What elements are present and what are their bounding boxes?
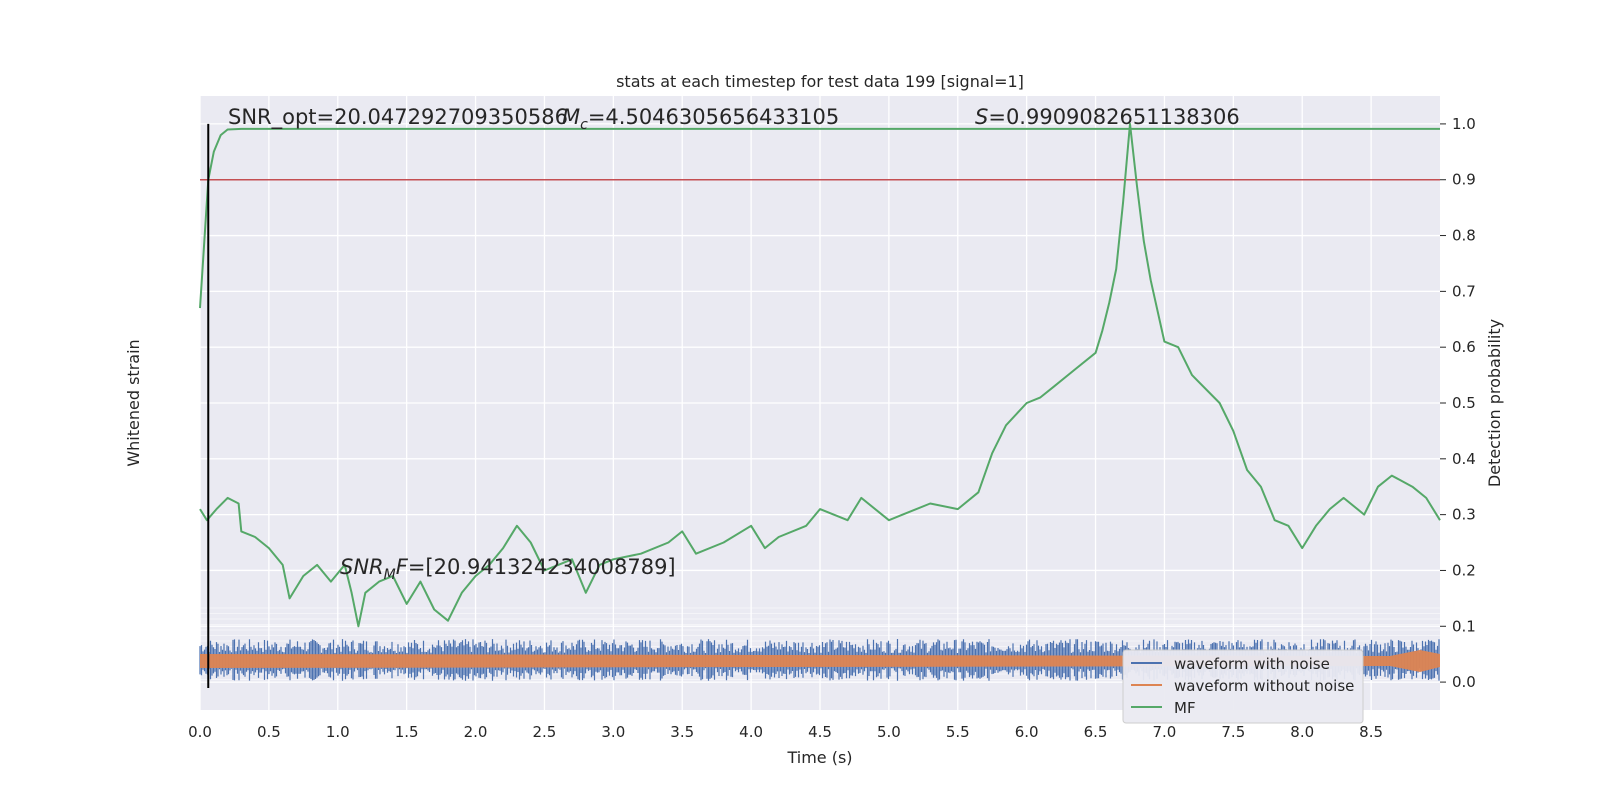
legend-label-mf: MF xyxy=(1174,699,1196,717)
x-tick-label: 6.5 xyxy=(1084,723,1108,741)
snr-mf-symbol: SNR xyxy=(340,555,384,579)
y-axis-left-label: Whitened strain xyxy=(124,339,143,466)
x-tick-label: 4.5 xyxy=(808,723,832,741)
snr-opt-annotation: SNR_opt=20.047292709350586 xyxy=(228,105,568,130)
y-tick-label: 0.3 xyxy=(1452,506,1476,524)
snr-mf-annotation: SNRMF=[20.941324234008789] xyxy=(340,555,676,583)
legend: waveform with noise waveform without noi… xyxy=(1122,649,1364,724)
x-tick-label: 5.0 xyxy=(877,723,901,741)
snr-mf-value: =[20.941324234008789] xyxy=(408,555,676,579)
x-tick-label: 2.5 xyxy=(533,723,557,741)
x-tick-label: 4.0 xyxy=(739,723,763,741)
y-tick-label: 0.4 xyxy=(1452,450,1476,468)
x-tick-label: 3.0 xyxy=(601,723,625,741)
y-tick-label: 0.8 xyxy=(1452,227,1476,245)
y-tick-label: 0.2 xyxy=(1452,561,1476,579)
x-tick-label: 1.0 xyxy=(326,723,350,741)
s-annotation: S=0.9909082651138306 xyxy=(975,105,1240,129)
x-tick-label: 8.5 xyxy=(1359,723,1383,741)
y-tick-label: 0.1 xyxy=(1452,617,1476,635)
y-tick-label: 0.5 xyxy=(1452,394,1476,412)
s-symbol: S xyxy=(975,105,988,129)
chart-title: stats at each timestep for test data 199… xyxy=(616,72,1024,91)
legend-label-noise: waveform with noise xyxy=(1174,655,1330,673)
snr-mf-subscript: M xyxy=(384,567,396,583)
waveform-without-noise xyxy=(200,650,1440,672)
x-tick-label: 2.0 xyxy=(464,723,488,741)
x-tick-label: 0.5 xyxy=(257,723,281,741)
snr-mf-F: F xyxy=(396,555,409,579)
y-tick-label: 1.0 xyxy=(1452,115,1476,133)
mc-symbol: M xyxy=(562,105,580,129)
mc-annotation: Mc=4.5046305656433105 xyxy=(562,105,839,133)
x-tick-label: 7.0 xyxy=(1153,723,1177,741)
y-tick-label: 0.7 xyxy=(1452,282,1476,300)
y-axis-right-label: Detection probability xyxy=(1485,319,1504,487)
y-tick-label: 0.0 xyxy=(1452,673,1476,691)
legend-label-clean: waveform without noise xyxy=(1174,677,1354,695)
x-ticks: 0.0 0.5 1.0 1.5 2.0 2.5 3.0 3.5 4.0 4.5 5.0 5.5 6.0 6… xyxy=(188,723,1383,741)
x-tick-label: 3.5 xyxy=(670,723,694,741)
x-tick-label: 5.5 xyxy=(946,723,970,741)
x-axis-label: Time (s) xyxy=(786,748,852,767)
x-tick-label: 6.0 xyxy=(1015,723,1039,741)
mc-subscript: c xyxy=(580,117,588,133)
mc-value: =4.5046305656433105 xyxy=(588,105,839,129)
y-tick-label: 0.6 xyxy=(1452,338,1476,356)
x-tick-label: 0.0 xyxy=(188,723,212,741)
x-tick-label: 8.0 xyxy=(1290,723,1314,741)
legend-box xyxy=(1122,649,1364,724)
x-tick-label: 1.5 xyxy=(395,723,419,741)
y-tick-label: 0.9 xyxy=(1452,171,1476,189)
series-line-mf-0 xyxy=(199,122,1441,628)
s-value: =0.9909082651138306 xyxy=(988,105,1239,129)
y-ticks: 0.0 0.1 0.2 0.3 0.4 0.5 0.6 0.7 0.8 0.9 1.0 xyxy=(1440,115,1476,691)
x-tick-label: 7.5 xyxy=(1221,723,1245,741)
